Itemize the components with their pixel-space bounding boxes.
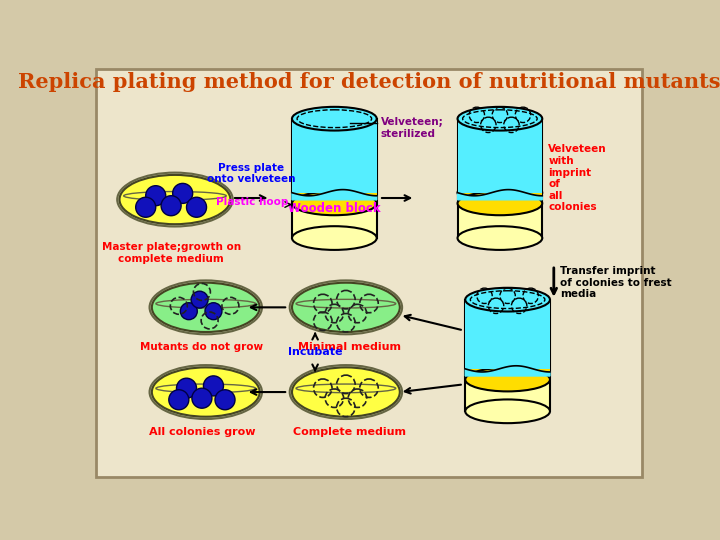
Bar <box>292 193 377 204</box>
Text: Complete medium: Complete medium <box>293 427 406 437</box>
Ellipse shape <box>292 181 377 205</box>
Circle shape <box>173 184 193 204</box>
Bar <box>292 119 377 238</box>
Circle shape <box>191 291 208 308</box>
Ellipse shape <box>150 280 262 334</box>
Text: Velveteen;
sterilized: Velveteen; sterilized <box>381 117 444 139</box>
Text: Transfer imprint
of colonies to frest
media: Transfer imprint of colonies to frest me… <box>560 266 672 299</box>
Bar <box>465 369 550 380</box>
Ellipse shape <box>289 365 402 419</box>
Circle shape <box>192 388 212 408</box>
Ellipse shape <box>457 192 542 215</box>
Ellipse shape <box>292 192 377 215</box>
Ellipse shape <box>465 288 550 312</box>
Bar <box>465 301 550 369</box>
Text: Plastic hoop: Plastic hoop <box>216 197 288 207</box>
Circle shape <box>168 390 189 410</box>
Ellipse shape <box>292 226 377 250</box>
Ellipse shape <box>120 175 230 224</box>
FancyBboxPatch shape <box>96 69 642 477</box>
Text: Master plate;growth on
complete medium: Master plate;growth on complete medium <box>102 242 240 264</box>
Polygon shape <box>465 366 550 376</box>
Circle shape <box>145 186 166 206</box>
Text: Replica plating method for detection of nutritional mutants: Replica plating method for detection of … <box>18 72 720 92</box>
Circle shape <box>215 390 235 410</box>
Text: Wooden block: Wooden block <box>288 202 381 215</box>
Bar <box>292 120 377 193</box>
Circle shape <box>135 197 156 217</box>
Ellipse shape <box>292 283 400 332</box>
Bar <box>457 120 542 193</box>
Ellipse shape <box>465 368 550 392</box>
Ellipse shape <box>117 173 233 226</box>
Ellipse shape <box>289 280 402 334</box>
Bar <box>465 300 550 411</box>
Circle shape <box>180 303 197 320</box>
Ellipse shape <box>457 181 542 205</box>
Circle shape <box>186 197 207 217</box>
Circle shape <box>176 378 197 398</box>
Text: Mutants do not grow: Mutants do not grow <box>140 342 264 352</box>
Text: Press plate
onto velveteen: Press plate onto velveteen <box>207 163 295 184</box>
Polygon shape <box>292 190 377 200</box>
Ellipse shape <box>465 357 550 381</box>
Ellipse shape <box>457 226 542 250</box>
Bar <box>457 193 542 204</box>
Ellipse shape <box>465 400 550 423</box>
Ellipse shape <box>292 367 400 417</box>
Text: Minimal medium: Minimal medium <box>298 342 401 352</box>
Circle shape <box>205 303 222 320</box>
Ellipse shape <box>152 367 260 417</box>
Text: Incubate: Incubate <box>288 347 342 357</box>
Circle shape <box>161 195 181 215</box>
Text: All colonies grow: All colonies grow <box>148 427 255 437</box>
Ellipse shape <box>457 107 542 131</box>
Bar <box>457 119 542 238</box>
Ellipse shape <box>292 107 377 131</box>
Circle shape <box>204 376 223 396</box>
Ellipse shape <box>150 365 262 419</box>
Polygon shape <box>457 190 542 200</box>
Text: Velveteen
with
imprint
of
all
colonies: Velveteen with imprint of all colonies <box>549 144 607 212</box>
Ellipse shape <box>152 283 260 332</box>
